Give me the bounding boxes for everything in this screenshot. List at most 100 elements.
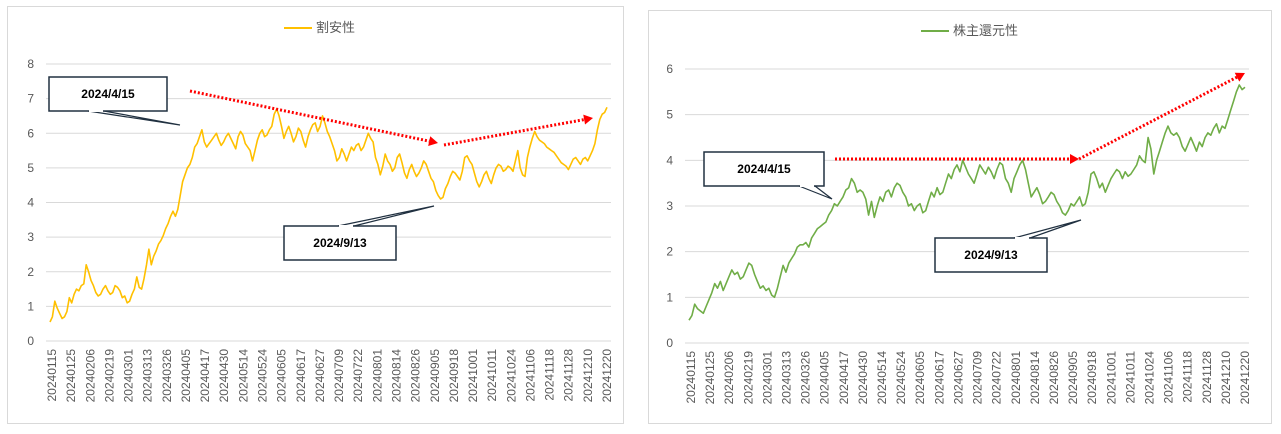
- x-tick-label: 20240905: [428, 349, 442, 403]
- x-tick-label: 20240801: [370, 349, 384, 403]
- x-tick-label: 20240617: [932, 351, 946, 405]
- x-tick-label: 20240814: [389, 349, 403, 403]
- x-tick-label: 20240918: [1085, 351, 1099, 405]
- callout: 2024/4/15: [48, 76, 181, 126]
- x-tick-label: 20240627: [313, 349, 327, 403]
- x-tick-label: 20241106: [523, 349, 537, 402]
- x-tick-label: 20241128: [1200, 351, 1214, 404]
- x-tick-label: 20241220: [1238, 351, 1252, 405]
- x-tick-label: 20240219: [102, 349, 116, 403]
- x-tick-label: 20241024: [504, 349, 518, 403]
- series-line: [688, 84, 1246, 321]
- callout: 2024/9/13: [934, 219, 1082, 273]
- callout-box: [703, 151, 825, 187]
- legend-label: 株主還元性: [953, 23, 1018, 38]
- x-tick-label: 20240115: [45, 349, 59, 402]
- callout-text: 2024/9/13: [964, 248, 1018, 262]
- x-tick-label: 20240514: [875, 351, 889, 405]
- x-tick-label: 20241220: [600, 349, 614, 403]
- x-tick-label: 20240627: [951, 351, 965, 405]
- callout-box: [48, 76, 168, 112]
- callout-text: 2024/9/13: [313, 236, 367, 250]
- callout-box: [283, 225, 397, 261]
- y-tick-label: 5: [666, 108, 673, 122]
- x-tick-label: 20240313: [141, 349, 155, 403]
- x-tick-label: 20240709: [332, 349, 346, 403]
- x-tick-label: 20240605: [913, 351, 927, 405]
- x-tick-label: 20241118: [1181, 351, 1195, 403]
- x-tick-label: 20240918: [447, 349, 461, 403]
- y-tick-label: 2: [666, 245, 673, 259]
- x-tick-label: 20240313: [780, 351, 794, 405]
- trend-arrow-head: [1234, 72, 1245, 82]
- x-tick-label: 20241024: [1142, 351, 1156, 405]
- callout: 2024/9/13: [283, 205, 435, 261]
- legend-label: 割安性: [316, 20, 355, 35]
- x-tick-label: 20241106: [1162, 351, 1176, 404]
- x-tick-label: 20240115: [684, 351, 698, 404]
- callout-pointer: [337, 205, 435, 227]
- x-tick-label: 20240709: [971, 351, 985, 405]
- y-tick-label: 3: [27, 230, 34, 244]
- x-tick-label: 20240125: [64, 349, 78, 403]
- x-tick-label: 20240722: [351, 349, 365, 403]
- y-tick-label: 1: [27, 299, 34, 313]
- callout-box: [934, 237, 1048, 273]
- y-tick-label: 5: [27, 161, 34, 175]
- x-tick-label: 20240524: [256, 349, 270, 403]
- series-line: [49, 106, 608, 323]
- x-tick-label: 20240301: [122, 349, 136, 403]
- y-tick-label: 6: [666, 62, 673, 76]
- x-tick-label: 20240617: [294, 349, 308, 403]
- x-tick-label: 20240206: [722, 351, 736, 405]
- trend-arrow-line: [1078, 75, 1238, 161]
- x-tick-label: 20240125: [703, 351, 717, 405]
- trend-arrow-line: [189, 89, 430, 143]
- x-tick-label: 20240206: [83, 349, 97, 403]
- x-tick-label: 20240826: [1047, 351, 1061, 405]
- y-tick-label: 8: [27, 57, 34, 71]
- y-tick-label: 3: [666, 199, 673, 213]
- y-tick-label: 0: [27, 334, 34, 348]
- chart-left: 0 1 2 3 4 5 6 7 8 20240115 20240125 20240206 2024021…: [27, 20, 614, 403]
- x-tick-label: 20240417: [837, 351, 851, 405]
- x-tick-label: 20240417: [198, 349, 212, 403]
- x-tick-label: 20241128: [562, 349, 576, 402]
- x-tick-label: 20240326: [799, 351, 813, 405]
- x-tick-label: 20241118: [543, 349, 557, 401]
- trend-arrow-head: [428, 136, 438, 147]
- x-tick-label: 20240722: [990, 351, 1004, 405]
- y-tick-label: 7: [27, 92, 34, 106]
- x-tick-label: 20240219: [741, 351, 755, 405]
- callout-text: 2024/4/15: [737, 162, 791, 176]
- y-tick-label: 2: [27, 265, 34, 279]
- callout-pointer: [798, 185, 833, 200]
- x-tick-label: 20240430: [856, 351, 870, 405]
- y-tick-label: 4: [666, 153, 673, 167]
- trend-arrow-head: [1070, 154, 1079, 164]
- y-tick-label: 4: [27, 196, 34, 210]
- trend-arrow-head: [583, 114, 593, 125]
- x-tick-label: 20241011: [485, 349, 499, 402]
- callout-text: 2024/4/15: [81, 87, 135, 101]
- x-tick-label: 20241210: [1219, 351, 1233, 405]
- callout-pointer: [87, 110, 181, 126]
- x-tick-label: 20241210: [581, 349, 595, 403]
- x-tick-label: 20240814: [1028, 351, 1042, 405]
- y-tick-label: 1: [666, 290, 673, 304]
- chart-panel-right: 0 1 2 3 4 5 6 20240115 20240125 20240206 20240219 2…: [648, 10, 1272, 424]
- x-tick-label: 20240801: [1009, 351, 1023, 405]
- callout-pointer: [1013, 219, 1082, 239]
- x-tick-label: 20241001: [1104, 351, 1118, 405]
- chart-right: 0 1 2 3 4 5 6 20240115 20240125 20240206 20240219 2…: [666, 23, 1252, 405]
- x-tick-label: 20241011: [1123, 351, 1137, 404]
- x-tick-label: 20240826: [409, 349, 423, 403]
- x-tick-label: 20240405: [818, 351, 832, 405]
- chart-panel-left: 0 1 2 3 4 5 6 7 8 20240115 20240125 20240206 2024021…: [7, 6, 624, 424]
- x-tick-label: 20241001: [466, 349, 480, 403]
- x-tick-label: 20240905: [1066, 351, 1080, 405]
- y-tick-label: 6: [27, 126, 34, 140]
- trend-arrow-line: [443, 118, 585, 147]
- x-tick-label: 20240524: [894, 351, 908, 405]
- x-tick-label: 20240605: [275, 349, 289, 403]
